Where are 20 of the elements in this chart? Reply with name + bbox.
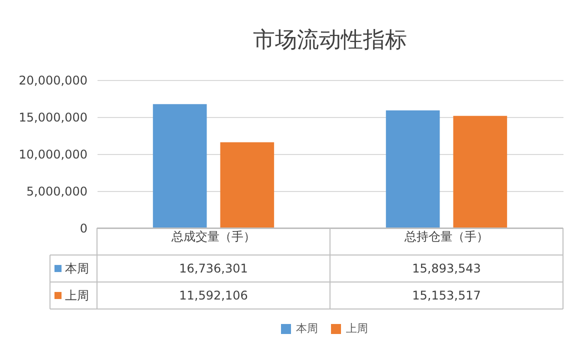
bar [152, 104, 207, 228]
legend-label: 本周 [65, 262, 89, 276]
text: 本周 [296, 322, 318, 335]
text: 上周 [65, 288, 89, 302]
chart-title: 市场流动性指标 [253, 28, 407, 53]
bar [453, 116, 508, 228]
bar [220, 142, 274, 228]
y-tick-label: 15,000,000 [18, 110, 88, 124]
data-label: 15,153,517 [412, 288, 481, 302]
x-tick-label: 总成交量（手） [170, 230, 256, 244]
data-label: 16,736,301 [179, 262, 248, 276]
y-tick-label: 0 [80, 222, 88, 236]
legend-label: 上周 [346, 322, 368, 335]
bar [386, 110, 440, 228]
y-tick-label: 5,000,000 [26, 184, 88, 198]
data-label: 15,893,543 [412, 262, 481, 276]
x-tick-label: 总持仓量（手） [404, 230, 488, 244]
data-label: 11,592,106 [179, 288, 248, 302]
y-tick-label: 10,000,000 [18, 148, 88, 162]
y-tick-label: 20,000,000 [18, 74, 88, 88]
